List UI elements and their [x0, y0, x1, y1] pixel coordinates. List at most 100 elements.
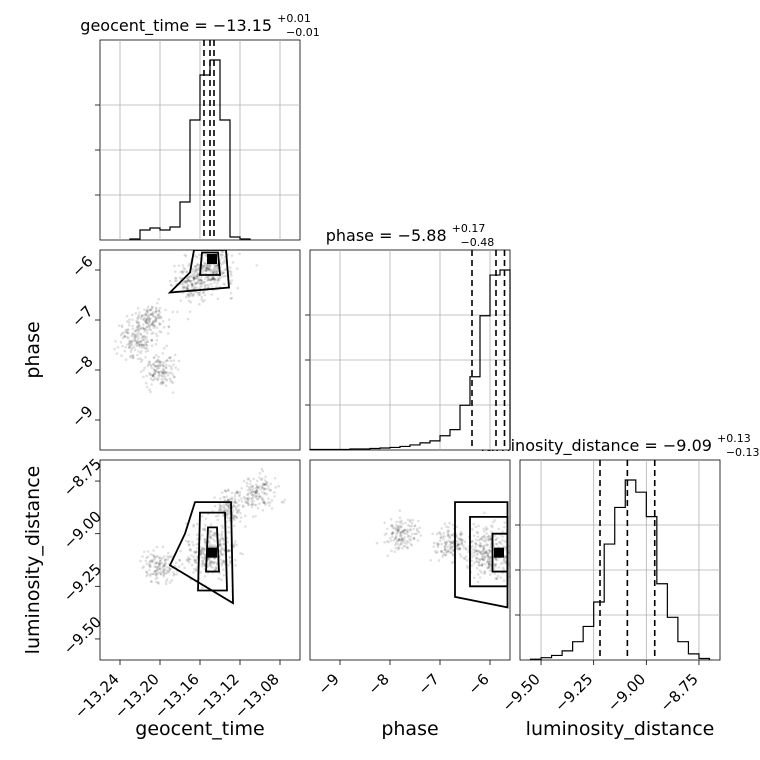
sample-point — [263, 487, 267, 491]
sample-point — [434, 549, 437, 553]
sample-point — [151, 373, 155, 377]
sample-point — [213, 268, 216, 272]
sample-point — [502, 558, 506, 562]
panel-frame-geocent_time-phase — [99, 249, 301, 451]
sample-point — [241, 505, 245, 508]
sample-point — [212, 538, 215, 541]
sample-point — [206, 267, 210, 271]
sample-point — [155, 572, 159, 576]
sample-point — [183, 279, 187, 283]
sample-point — [233, 505, 237, 508]
sample-point — [172, 363, 175, 367]
sample-point — [486, 566, 490, 570]
sample-point — [117, 324, 121, 328]
sample-point — [163, 562, 167, 566]
sample-point — [162, 574, 166, 578]
sample-point — [480, 557, 484, 561]
sample-point — [148, 319, 151, 323]
sample-point — [140, 349, 143, 353]
sample-point — [200, 562, 204, 566]
sample-point — [155, 370, 159, 373]
sample-point — [239, 511, 242, 515]
sample-point — [254, 491, 258, 495]
sample-point — [213, 496, 216, 499]
sample-point — [401, 530, 404, 534]
sample-point — [188, 548, 192, 552]
sample-point — [403, 535, 406, 539]
sample-point — [446, 534, 450, 538]
sample-point — [403, 545, 407, 548]
sample-point — [153, 364, 157, 368]
panel-content-1 — [139, 467, 286, 605]
sample-point — [143, 327, 146, 331]
sample-point — [483, 536, 487, 540]
contour-level-0 — [199, 251, 221, 276]
sample-point — [157, 370, 161, 374]
sample-point — [439, 539, 442, 543]
sample-point — [494, 565, 497, 568]
sample-point — [145, 321, 149, 324]
sample-point — [413, 524, 417, 528]
sample-point — [124, 330, 127, 334]
sample-point — [385, 532, 388, 535]
sample-point — [188, 557, 192, 561]
sample-point — [485, 560, 489, 563]
sample-point — [148, 363, 152, 366]
sample-point — [439, 536, 443, 539]
sample-point — [153, 372, 156, 376]
sample-point — [262, 501, 265, 504]
sample-point — [398, 543, 402, 547]
sample-point — [262, 501, 266, 504]
sample-point — [475, 553, 479, 557]
sample-point — [258, 476, 261, 479]
sample-point — [217, 514, 220, 517]
sample-point — [220, 547, 223, 551]
sample-point — [220, 270, 223, 273]
sample-point — [219, 497, 222, 500]
sample-point — [136, 340, 139, 344]
sample-point — [213, 265, 216, 269]
sample-point — [229, 561, 232, 565]
sample-point — [192, 568, 196, 571]
sample-point — [399, 526, 403, 529]
sample-point — [133, 348, 137, 352]
sample-point — [159, 316, 163, 320]
sample-point — [155, 360, 158, 363]
sample-point — [416, 539, 420, 542]
sample-point — [116, 346, 120, 349]
sample-point — [169, 356, 172, 359]
sample-point — [409, 535, 413, 538]
sample-point — [444, 554, 447, 557]
sample-point — [241, 552, 244, 556]
sample-point — [155, 310, 158, 313]
sample-point — [458, 537, 462, 541]
sample-point — [154, 332, 158, 336]
sample-point — [188, 275, 192, 278]
sample-point — [255, 485, 259, 488]
sample-point — [476, 552, 480, 555]
sample-point — [186, 246, 189, 249]
sample-point — [202, 280, 206, 284]
sample-point — [482, 535, 485, 538]
sample-point — [187, 243, 190, 246]
sample-point — [389, 524, 393, 527]
sample-point — [127, 346, 131, 349]
sample-point — [212, 275, 215, 279]
sample-point — [261, 498, 265, 501]
sample-point — [443, 547, 447, 551]
sample-point — [465, 558, 469, 562]
hist-panel-geocent_time — [95, 39, 301, 241]
sample-point — [169, 283, 173, 287]
sample-point — [164, 366, 168, 369]
sample-point — [187, 295, 191, 299]
sample-point — [158, 567, 162, 571]
sample-point — [479, 544, 482, 548]
sample-point — [195, 255, 199, 259]
sample-point — [280, 500, 284, 504]
sample-point — [403, 532, 406, 535]
sample-point — [128, 340, 131, 343]
sample-point — [155, 338, 159, 342]
sample-point — [436, 542, 440, 546]
sample-point — [166, 359, 169, 363]
sample-point — [214, 515, 218, 518]
